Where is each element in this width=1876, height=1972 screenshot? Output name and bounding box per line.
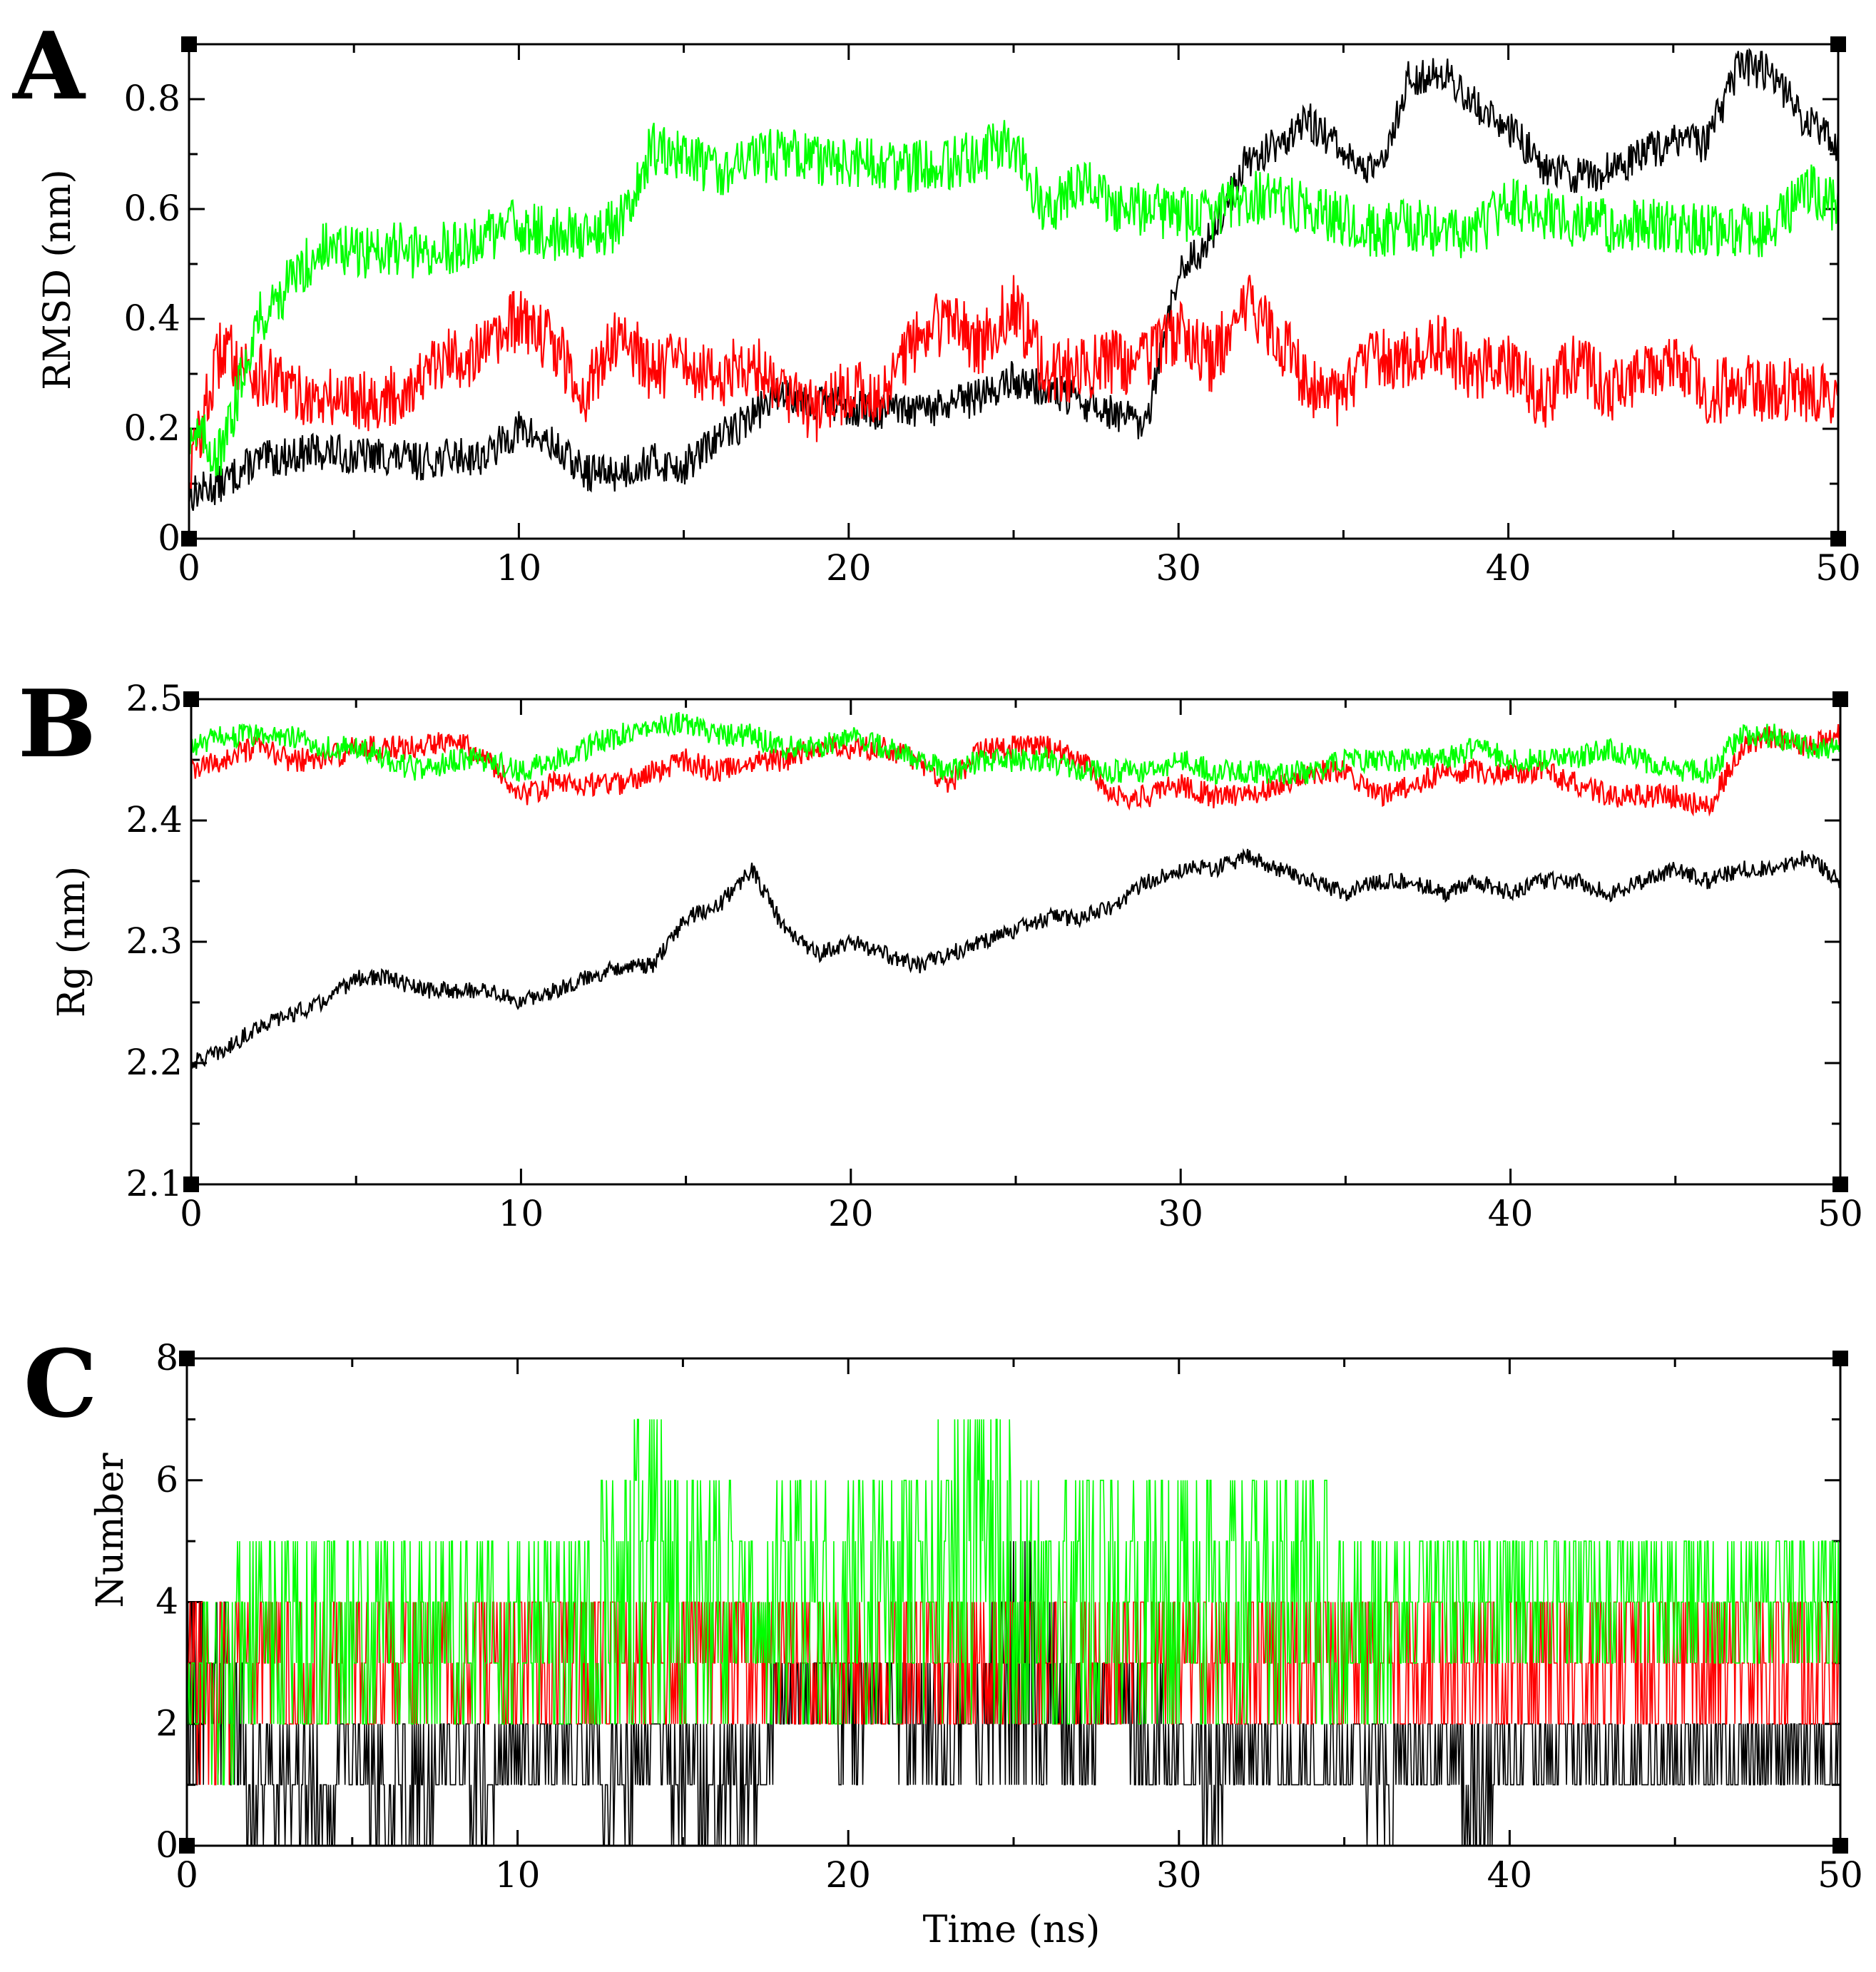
panel-a-xtick-label: 10: [496, 547, 542, 589]
panel-a-corner-handle: [1830, 36, 1846, 52]
panel-a-xtick-label: 20: [826, 547, 872, 589]
panel-a-xtick-label: 0: [178, 547, 200, 589]
panel-c-xtick-label: 40: [1487, 1854, 1533, 1896]
panel-a-frame: [188, 43, 1840, 540]
panel-c-ytick-label: 6: [156, 1459, 178, 1500]
panel-b-corner-handles: [183, 691, 1848, 1192]
panel-b-series-black: [191, 848, 1840, 1069]
panel-b-ytick-label: 2.5: [126, 678, 183, 719]
panel-b-ylabel: Rg (nm): [51, 866, 93, 1017]
panel-b-xtick-label: 30: [1158, 1193, 1203, 1234]
panel-c-tick-labels: 0 10 20 30 40 50 0 2 4 6 8: [156, 1337, 1863, 1896]
panel-a-xtick-label: 30: [1156, 547, 1201, 589]
panel-b-xtick-label: 0: [180, 1193, 203, 1234]
panel-a-letter: A: [11, 11, 86, 121]
panel-a-corner-handle: [181, 36, 197, 52]
panel-c-series-black: [187, 1541, 1840, 1846]
panel-b-corner-handle: [183, 691, 199, 707]
panel-a-ytick-label: 0: [158, 517, 180, 559]
panel-c-letter: C: [24, 1329, 97, 1438]
panel-b-letter: B: [18, 669, 96, 778]
panel-a-series-red: [189, 275, 1838, 489]
panel-c-corner-handle: [179, 1838, 195, 1854]
panel-a-corner-handle: [181, 531, 197, 547]
panel-b-xtick-label: 10: [499, 1193, 544, 1234]
panel-c-xlabel: Time (ns): [923, 1909, 1101, 1951]
panel-c-xtick-label: 10: [495, 1854, 541, 1896]
panel-c-series-green: [187, 1418, 1840, 1786]
panel-b-series: [191, 711, 1840, 1069]
panel-c-frame: [185, 1357, 1842, 1847]
panel-b-tick-labels: 0 10 20 30 40 50 2.1 2.2 2.3 2.4 2.5: [126, 678, 1862, 1234]
panel-b-corner-handle: [1832, 1176, 1848, 1192]
panel-a-ytick-label: 0.6: [123, 188, 180, 229]
panel-a-ytick-label: 0.4: [123, 298, 180, 339]
panel-b-corner-handle: [1832, 691, 1848, 707]
panel-c-xtick-label: 0: [175, 1854, 198, 1896]
panel-a-xtick-label: 40: [1486, 547, 1531, 589]
panel-c-corner-handles: [179, 1351, 1848, 1854]
panel-c-xtick-label: 20: [825, 1854, 871, 1896]
panel-a-ylabel: RMSD (nm): [36, 169, 79, 390]
panel-b-ytick-label: 2.3: [126, 920, 183, 962]
panel-b-xtick-label: 20: [828, 1193, 874, 1234]
panel-a-corner-handles: [181, 36, 1846, 547]
panel-c: C Number Time (ns) 0 10 20 30 40 50 0 2 4 6 8: [24, 1329, 1863, 1951]
panel-b-series-green: [191, 711, 1840, 785]
panel-a-xtick-label: 50: [1815, 547, 1861, 589]
panel-a-ytick-label: 0.2: [123, 407, 180, 449]
panel-b-frame: [190, 698, 1842, 1186]
panel-c-ylabel: Number: [89, 1453, 132, 1607]
panel-b-corner-handle: [183, 1176, 199, 1192]
panel-b: B Rg (nm) 0 10 20 30 40 50 2.1 2.2 2.3 2.4 2.5: [18, 669, 1863, 1234]
panel-c-xtick-label: 50: [1818, 1854, 1863, 1896]
panel-a-series: [189, 47, 1838, 512]
panel-c-series: [187, 1418, 1840, 1846]
panel-c-ytick-label: 8: [156, 1337, 178, 1378]
panel-c-corner-handle: [179, 1351, 195, 1366]
panel-c-ytick-label: 4: [156, 1581, 178, 1622]
panel-b-xtick-label: 40: [1488, 1193, 1534, 1234]
panel-a-series-green: [189, 120, 1838, 477]
panel-c-ytick-label: 2: [156, 1702, 178, 1744]
panel-a-tick-labels: 0 10 20 30 40 50 0 0.2 0.4 0.6 0.8: [123, 78, 1860, 589]
panel-c-corner-handle: [1832, 1351, 1848, 1366]
panel-b-ytick-label: 2.2: [126, 1042, 183, 1083]
panel-a-series-black: [189, 47, 1838, 512]
panel-b-xtick-label: 50: [1818, 1193, 1863, 1234]
panel-c-xtick-label: 30: [1156, 1854, 1202, 1896]
panel-b-ytick-label: 2.4: [126, 799, 183, 840]
panel-a-ytick-label: 0.8: [123, 78, 180, 119]
panel-a-corner-handle: [1830, 531, 1846, 547]
panel-c-corner-handle: [1832, 1838, 1848, 1854]
panel-c-ytick-label: 0: [156, 1824, 178, 1866]
panel-b-ytick-label: 2.1: [126, 1163, 183, 1204]
panel-a: A RMSD (nm) 0 10 20 30 40 50 0 0.2 0.4 0.6 0.8: [11, 11, 1861, 589]
